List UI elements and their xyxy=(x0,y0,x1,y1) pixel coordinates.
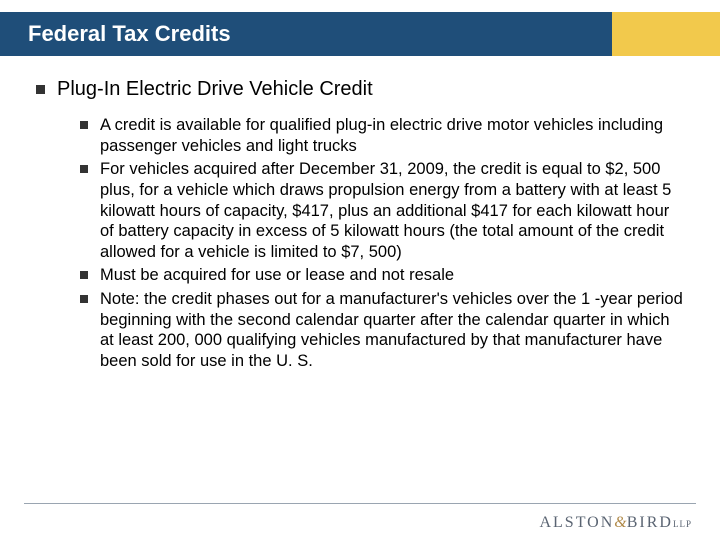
content-area: Plug-In Electric Drive Vehicle Credit A … xyxy=(36,78,684,375)
slide-title: Federal Tax Credits xyxy=(28,12,231,56)
square-bullet-icon xyxy=(80,271,88,279)
list-item: Must be acquired for use or lease and no… xyxy=(80,265,684,286)
square-bullet-icon xyxy=(80,295,88,303)
list-item: Note: the credit phases out for a manufa… xyxy=(80,289,684,372)
sub-list: A credit is available for qualified plug… xyxy=(80,115,684,372)
logo-suffix: LLP xyxy=(673,519,692,529)
list-item-text: Note: the credit phases out for a manufa… xyxy=(100,289,684,372)
logo-text-second: BIRD xyxy=(627,514,673,531)
square-bullet-icon xyxy=(80,121,88,129)
footer-logo: ALSTON&BIRDLLP xyxy=(539,514,692,532)
logo-ampersand-icon: & xyxy=(614,514,626,531)
logo-text-main: ALSTON xyxy=(539,514,614,531)
square-bullet-icon xyxy=(80,165,88,173)
header-accent xyxy=(612,12,720,56)
slide: Federal Tax Credits Plug-In Electric Dri… xyxy=(0,0,720,540)
list-item-text: For vehicles acquired after December 31,… xyxy=(100,159,684,262)
list-item: For vehicles acquired after December 31,… xyxy=(80,159,684,262)
list-item: A credit is available for qualified plug… xyxy=(80,115,684,156)
main-heading: Plug-In Electric Drive Vehicle Credit xyxy=(57,78,373,101)
list-item-text: A credit is available for qualified plug… xyxy=(100,115,684,156)
square-bullet-icon xyxy=(36,85,45,94)
footer-divider xyxy=(24,503,696,504)
main-bullet-row: Plug-In Electric Drive Vehicle Credit xyxy=(36,78,684,101)
list-item-text: Must be acquired for use or lease and no… xyxy=(100,265,454,286)
